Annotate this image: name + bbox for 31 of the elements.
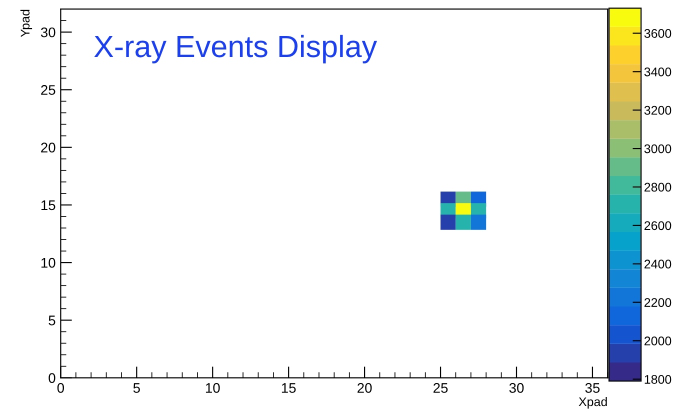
point <box>440 214 456 230</box>
y-tick-label: 0 <box>48 373 56 383</box>
x-tick-label: 20 <box>358 383 372 393</box>
point <box>456 214 471 230</box>
color-bar-label: 2400 <box>644 260 672 269</box>
x-tick-label: 5 <box>133 383 140 393</box>
x-tick-label: 25 <box>434 383 448 393</box>
color-bar-label: 3200 <box>644 106 672 115</box>
y-tick-label: 15 <box>41 200 56 210</box>
color-bar-label: 2800 <box>644 182 672 192</box>
y-tick-label: 20 <box>41 142 56 153</box>
y-tick-label: 10 <box>41 258 56 268</box>
x-axis-title: Xpad <box>578 397 607 409</box>
color-bar-label: 2200 <box>644 298 672 307</box>
point <box>470 214 486 230</box>
text: X-ray Events Display <box>94 34 378 64</box>
color-bar-label: 2000 <box>644 336 672 346</box>
x-tick-label: 10 <box>206 383 220 393</box>
color-bar-label: 2600 <box>644 221 672 230</box>
color-bar-label: 3600 <box>644 29 672 38</box>
x-tick-label: 30 <box>509 383 524 393</box>
y-tick-label: 5 <box>48 316 56 326</box>
color-bar-label: 3000 <box>644 144 672 154</box>
x-tick-label: 35 <box>585 383 600 393</box>
color-bar-label: 3400 <box>644 67 672 76</box>
y-tick-label: 30 <box>40 27 56 38</box>
color-bar-label: 1800 <box>644 374 672 384</box>
x-tick-label: 15 <box>282 383 296 393</box>
y-tick-label: 25 <box>41 85 56 95</box>
y-axis-title: Ypad <box>20 10 32 38</box>
x-tick-label: 0 <box>57 383 64 393</box>
